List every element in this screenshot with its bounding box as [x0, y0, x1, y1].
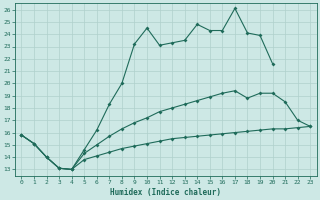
- X-axis label: Humidex (Indice chaleur): Humidex (Indice chaleur): [110, 188, 221, 197]
